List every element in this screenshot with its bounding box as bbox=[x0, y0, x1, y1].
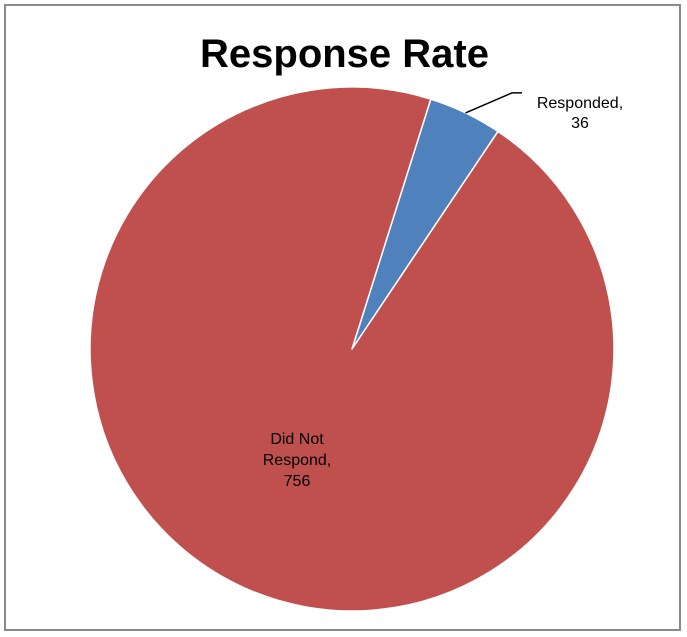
data-label-responded: Responded, 36 bbox=[537, 95, 623, 132]
chart-title: Response Rate bbox=[200, 32, 489, 76]
pie-slice-did-not-respond bbox=[89, 86, 615, 612]
pie-labels: Responded, 36 Did Not Respond, 756 bbox=[263, 92, 623, 490]
pie-slices bbox=[89, 86, 615, 612]
data-label-did-not-respond: Did Not Respond, 756 bbox=[263, 431, 332, 490]
leader-line-responded bbox=[465, 92, 522, 114]
